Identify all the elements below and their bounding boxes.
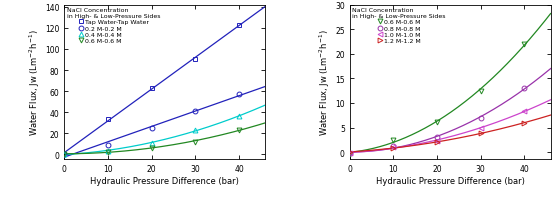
Legend: Tap Water-Tap Water, 0.2 M-0.2 M, 0.4 M-0.4 M, 0.6 M-0.6 M: Tap Water-Tap Water, 0.2 M-0.2 M, 0.4 M-…: [66, 8, 161, 45]
Y-axis label: Water Flux, Jw (Lm$^{-2}$h$^{-1}$): Water Flux, Jw (Lm$^{-2}$h$^{-1}$): [28, 30, 42, 136]
Y-axis label: Water Flux, Jw (Lm$^{-2}$h$^{-1}$): Water Flux, Jw (Lm$^{-2}$h$^{-1}$): [318, 30, 332, 136]
X-axis label: Hydraulic Pressure Difference (bar): Hydraulic Pressure Difference (bar): [91, 176, 239, 185]
X-axis label: Hydraulic Pressure Difference (bar): Hydraulic Pressure Difference (bar): [376, 176, 524, 185]
Legend: 0.6 M-0.6 M, 0.8 M-0.8 M, 1.0 M-1.0 M, 1.2 M-1.2 M: 0.6 M-0.6 M, 0.8 M-0.8 M, 1.0 M-1.0 M, 1…: [352, 8, 446, 45]
